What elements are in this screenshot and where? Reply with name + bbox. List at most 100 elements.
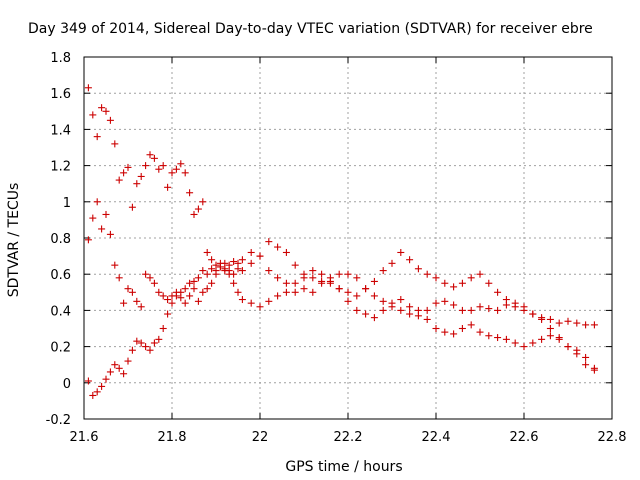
data-point — [190, 210, 198, 218]
x-tick-label: 22 — [252, 430, 269, 445]
data-point — [291, 288, 299, 296]
data-points — [84, 84, 598, 399]
data-point — [362, 285, 370, 293]
data-point — [177, 294, 185, 302]
data-point — [353, 274, 361, 282]
data-point — [274, 274, 282, 282]
data-point — [186, 189, 194, 197]
data-point — [265, 238, 273, 246]
plot-frame — [83, 56, 613, 420]
data-point — [208, 256, 216, 264]
data-point — [318, 270, 326, 278]
data-point — [124, 285, 132, 293]
data-point — [128, 288, 136, 296]
data-point — [511, 339, 519, 347]
data-point — [203, 270, 211, 278]
data-point — [520, 343, 528, 351]
data-point — [335, 270, 343, 278]
y-tick-label: -0.2 — [46, 413, 71, 428]
data-point — [406, 303, 414, 311]
y-tick-label: 0.4 — [50, 304, 71, 319]
y-tick-label: 1 — [63, 196, 71, 211]
data-point — [142, 162, 150, 170]
data-point — [256, 303, 264, 311]
data-point — [370, 314, 378, 322]
data-point — [168, 299, 176, 307]
data-point — [502, 335, 510, 343]
data-point — [230, 279, 238, 287]
data-point — [137, 303, 145, 311]
data-point — [124, 357, 132, 365]
data-point — [274, 292, 282, 300]
data-point — [150, 279, 158, 287]
data-point — [432, 274, 440, 282]
data-point — [450, 301, 458, 309]
data-point — [203, 285, 211, 293]
data-point — [155, 335, 163, 343]
data-point — [199, 198, 207, 206]
data-point — [194, 205, 202, 213]
data-point — [458, 325, 466, 332]
data-point — [230, 258, 238, 266]
data-point — [309, 274, 317, 282]
data-point — [142, 343, 150, 351]
data-point — [93, 133, 101, 141]
data-point — [159, 292, 167, 300]
data-point — [164, 296, 172, 304]
data-point — [423, 315, 431, 323]
data-point — [225, 270, 233, 278]
data-point — [133, 337, 141, 345]
x-tick-label: 22.6 — [510, 430, 539, 445]
data-point — [458, 279, 466, 287]
data-point — [397, 306, 405, 314]
y-axis-title: SDTVAR / TECUs — [6, 183, 22, 298]
data-point — [155, 165, 163, 173]
data-point — [370, 292, 378, 300]
data-point — [181, 299, 189, 307]
data-point — [441, 328, 449, 336]
data-point — [194, 297, 202, 305]
data-point — [441, 297, 449, 305]
data-point — [221, 259, 229, 267]
data-point — [137, 339, 145, 347]
data-point — [159, 325, 167, 332]
data-point — [300, 285, 308, 293]
data-point — [546, 332, 554, 340]
data-point — [89, 111, 97, 119]
data-point — [555, 335, 563, 343]
data-point — [590, 364, 598, 372]
data-point — [362, 310, 370, 318]
data-point — [212, 270, 220, 278]
data-point — [238, 256, 246, 264]
data-point — [476, 270, 484, 278]
data-point — [573, 346, 581, 354]
data-point — [414, 265, 422, 273]
data-point — [282, 288, 290, 296]
y-tick-label: 1.6 — [50, 87, 71, 102]
data-point — [106, 368, 114, 376]
data-point — [225, 261, 233, 269]
data-point — [168, 169, 176, 177]
data-point — [199, 288, 207, 296]
data-point — [546, 325, 554, 332]
data-point — [115, 274, 123, 282]
data-point — [406, 310, 414, 318]
data-point — [146, 151, 154, 159]
data-point — [520, 303, 528, 311]
data-point — [168, 292, 176, 300]
data-point — [181, 169, 189, 177]
data-point — [318, 277, 326, 285]
data-point — [199, 267, 207, 275]
data-point — [221, 267, 229, 275]
data-point — [120, 370, 128, 378]
data-point — [111, 140, 119, 148]
data-point — [441, 279, 449, 287]
data-point — [379, 297, 387, 305]
y-tick-label: 1.4 — [50, 123, 71, 138]
data-point — [212, 261, 220, 269]
data-point — [538, 335, 546, 343]
data-point — [432, 299, 440, 307]
data-point — [111, 261, 119, 269]
data-point — [159, 162, 167, 170]
